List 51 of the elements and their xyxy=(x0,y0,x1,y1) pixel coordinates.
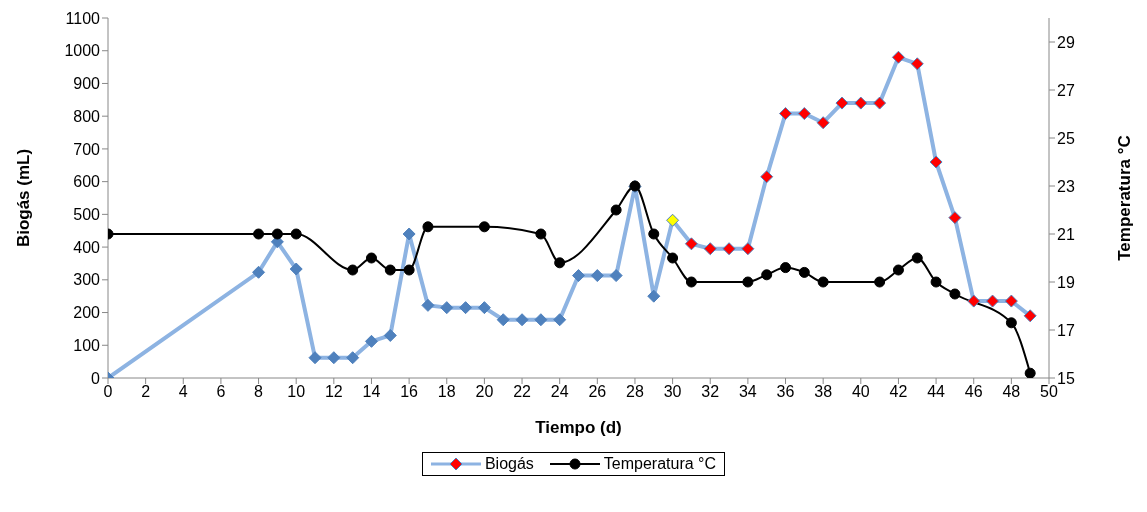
legend-label: Temperatura °C xyxy=(603,455,717,473)
x-tick-label: 18 xyxy=(437,383,456,401)
x-tick-label: 20 xyxy=(475,383,494,401)
y-tick-label: 300 xyxy=(73,271,101,289)
y-tick-label: 1000 xyxy=(64,42,101,60)
legend-label: Biogás xyxy=(484,455,534,473)
x-tick-label: 36 xyxy=(776,383,795,401)
y-tick-label: 600 xyxy=(73,173,101,191)
x-tick-label: 50 xyxy=(1040,383,1058,401)
x-tick-label: 28 xyxy=(626,383,644,401)
y-tick-label: 0 xyxy=(91,369,101,387)
x-tick-label: 40 xyxy=(851,383,870,401)
y2-axis-title: Temperatura °C xyxy=(1115,135,1135,261)
y2-tick-label: 25 xyxy=(1057,129,1075,147)
y-tick-label: 400 xyxy=(73,238,101,256)
x-tick-label: 38 xyxy=(814,383,833,401)
y2-tick-label: 15 xyxy=(1057,369,1075,387)
x-tick-label: 44 xyxy=(927,383,946,401)
y2-tick-label: 17 xyxy=(1057,321,1075,339)
y-tick-label: 1100 xyxy=(65,9,101,27)
y-axis-title: Biogás (mL) xyxy=(14,148,34,248)
y2-tick-label: 19 xyxy=(1057,273,1075,291)
y-tick-label: 700 xyxy=(73,140,101,158)
x-tick-label: 32 xyxy=(701,383,720,401)
y2-tick-label: 27 xyxy=(1057,81,1075,99)
y2-tick-label: 29 xyxy=(1057,33,1075,51)
x-tick-label: 4 xyxy=(178,383,188,401)
x-tick-label: 12 xyxy=(324,383,343,401)
y-tick-label: 100 xyxy=(73,336,101,354)
x-tick-label: 24 xyxy=(550,383,569,401)
y2-tick-label: 21 xyxy=(1057,225,1075,243)
x-tick-label: 10 xyxy=(287,383,306,401)
x-tick-label: 26 xyxy=(588,383,607,401)
x-tick-label: 42 xyxy=(889,383,908,401)
x-tick-label: 46 xyxy=(964,383,983,401)
y-tick-label: 500 xyxy=(73,206,101,224)
x-tick-label: 48 xyxy=(1002,383,1021,401)
x-tick-label: 2 xyxy=(141,383,151,401)
x-tick-label: 30 xyxy=(663,383,682,401)
y-tick-label: 200 xyxy=(73,304,101,322)
x-tick-label: 22 xyxy=(513,383,532,401)
x-tick-label: 8 xyxy=(254,383,264,401)
y-tick-label: 800 xyxy=(73,107,101,125)
y-tick-label: 900 xyxy=(73,75,101,93)
x-tick-label: 0 xyxy=(103,383,113,401)
x-tick-label: 14 xyxy=(362,383,381,401)
x-tick-label: 34 xyxy=(738,383,757,401)
y2-tick-label: 23 xyxy=(1057,177,1075,195)
x-tick-label: 16 xyxy=(400,383,419,401)
x-axis-title: Tiempo (d) xyxy=(535,418,622,437)
x-tick-label: 6 xyxy=(216,383,226,401)
